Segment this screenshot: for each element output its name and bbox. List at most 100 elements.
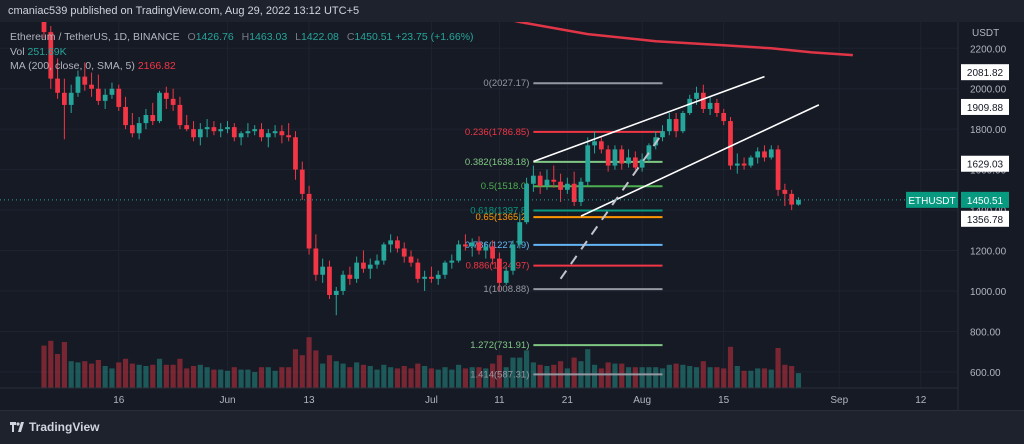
candle-body [123, 106, 128, 126]
candle-body [632, 157, 638, 168]
open-key: O [187, 31, 196, 43]
candle-body [571, 183, 577, 202]
time-tick-label: 11 [494, 395, 505, 406]
price-chart[interactable]: 0(2027.17) 0.236(1786.85) 0.382(1638.18) 0.… [0, 22, 1024, 410]
candle-body [388, 240, 394, 245]
time-tick-label: Jul [425, 395, 438, 406]
candle-body [320, 266, 326, 275]
candle-body [415, 262, 421, 279]
volume-bar [782, 364, 788, 388]
low-value: 1422.08 [300, 31, 339, 43]
legend-symbol-row: Ethereum / TetherUS, 1D, BINANCE O1426.7… [10, 30, 474, 45]
candle-body [490, 246, 495, 259]
volume-bar [612, 363, 618, 388]
volume-bar [408, 368, 414, 388]
candle-body [184, 125, 190, 130]
candle-body [707, 102, 713, 109]
price-tick-label: 1800.00 [970, 125, 1007, 136]
candle-body [89, 84, 94, 89]
candle-body [673, 119, 679, 132]
legend: Ethereum / TetherUS, 1D, BINANCE O1426.7… [10, 30, 474, 74]
volume-bar [435, 369, 441, 388]
volume-bar [490, 363, 496, 388]
candle-body [463, 244, 468, 247]
time-tick-label: Aug [633, 395, 651, 406]
candle-body [157, 92, 162, 122]
volume-bar [721, 368, 727, 388]
candle-body [61, 92, 67, 105]
volume-bar [197, 364, 203, 388]
publisher-line: cmaniac539 published on TradingView.com,… [8, 5, 360, 17]
volume-bar [68, 361, 74, 388]
candle-body [768, 149, 774, 158]
candle-body [381, 244, 387, 261]
price-tag-label: 1909.88 [967, 103, 1004, 114]
candle-body [544, 179, 550, 186]
time-axis[interactable]: 16 Jun 13 Jul 11 21 Aug 15 Sep 12 [0, 387, 958, 406]
time-tick-label: Jun [219, 395, 235, 406]
volume-bar [734, 366, 740, 388]
close-value: 1450.51 [354, 31, 393, 43]
candle-body [762, 151, 767, 158]
candle-body [700, 92, 706, 109]
volume-bar [503, 367, 509, 388]
candle-body [116, 88, 122, 107]
brand[interactable]: TradingView [10, 420, 99, 434]
volume-bar [401, 366, 407, 388]
volume-bar [381, 364, 387, 388]
volume-bar [374, 369, 380, 388]
volume-value: 251.69K [27, 45, 67, 58]
volume-bar [306, 337, 312, 388]
candle-body [170, 98, 176, 105]
candle-body [191, 129, 196, 138]
candle-body [225, 127, 230, 130]
price-tag [961, 64, 1009, 81]
fib-level-label: 0.5(1518.0) [481, 181, 530, 192]
close-key: C [346, 31, 355, 43]
top-bar: cmaniac539 published on TradingView.com,… [0, 0, 1024, 23]
candle-body [503, 270, 509, 283]
fib-level-label: 0(2027.17) [483, 78, 529, 89]
volume-bar [258, 367, 265, 388]
candle-body [129, 125, 135, 134]
volume-bar [619, 363, 625, 388]
candle-body [252, 129, 258, 132]
price-axis-unit: USDT [972, 28, 999, 39]
volume-bar [313, 350, 319, 388]
volume-bar [632, 367, 638, 388]
price-tag-label: 2081.82 [967, 68, 1004, 79]
candle-body [469, 242, 475, 247]
candle-body [748, 157, 754, 166]
volume-bar [496, 355, 502, 388]
candle-body [395, 240, 400, 249]
volume-bar [184, 368, 190, 388]
candle-body [741, 163, 747, 166]
volume-bar [218, 369, 224, 388]
price-tick-label: 2200.00 [970, 44, 1007, 55]
candle-body [551, 179, 557, 182]
volume-bar [666, 364, 672, 388]
candle-body [279, 131, 285, 136]
candle-body [612, 149, 618, 166]
volume-bar [693, 367, 700, 388]
change-value: +23.75 (+1.66%) [395, 31, 474, 43]
candle-body [510, 244, 516, 271]
candle-body [408, 256, 414, 263]
candle-body [150, 115, 156, 122]
candle-body [272, 131, 278, 134]
channel-lines[interactable] [0, 75, 958, 280]
candle-body [109, 88, 115, 95]
volume-bar [517, 357, 523, 388]
legend-volume-row: Vol 251.69K [10, 45, 474, 60]
candle-body [592, 141, 597, 146]
candle-body [734, 163, 740, 166]
candle-body [95, 88, 101, 101]
open-value: 1426.76 [195, 31, 234, 43]
volume-bar [476, 367, 482, 388]
price-tick-label: 1000.00 [970, 287, 1007, 298]
candle-body [374, 260, 380, 265]
grid-lines [0, 22, 1024, 410]
volume-bar [190, 366, 197, 388]
volume-bar [326, 355, 333, 388]
candle-body [524, 183, 529, 223]
